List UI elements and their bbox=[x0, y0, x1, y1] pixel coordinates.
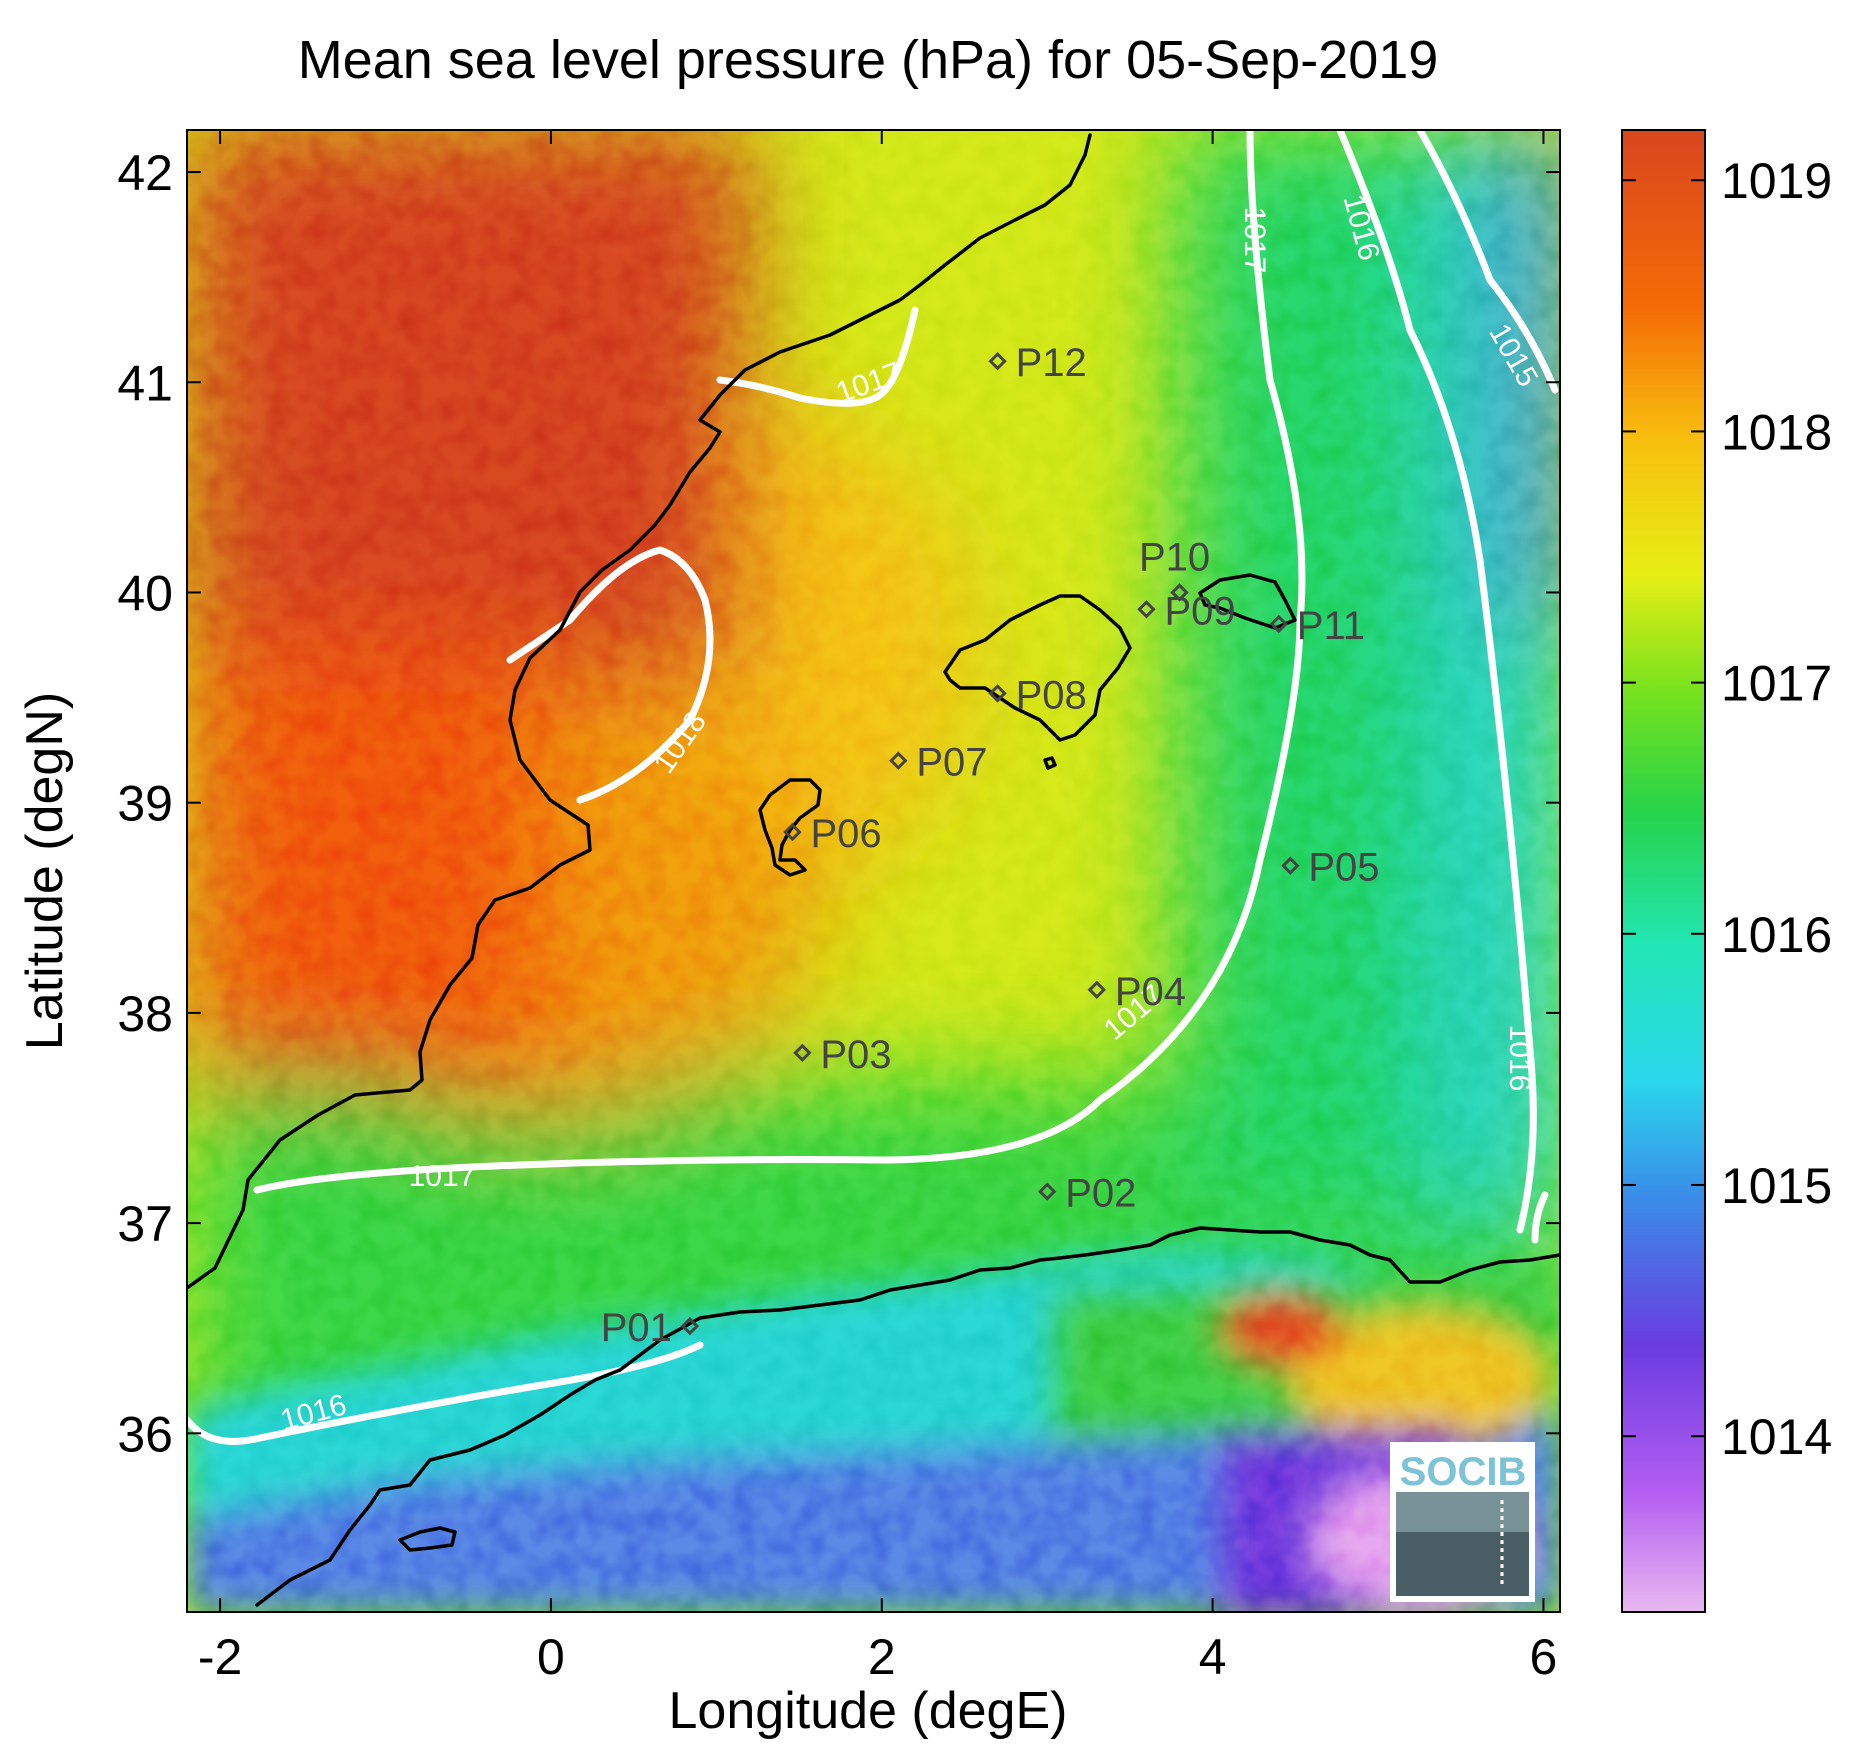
coastline-iberia bbox=[187, 133, 1092, 1290]
y-axis-ticks: 42 41 40 39 38 37 36 bbox=[117, 145, 1560, 1462]
map-frame bbox=[186, 129, 1561, 1613]
isobar-1016-east bbox=[1336, 130, 1537, 1234]
station-marker bbox=[1170, 583, 1189, 602]
map-area: SOCIB bbox=[187, 130, 1560, 1612]
station-marker bbox=[1281, 856, 1300, 875]
isobar-1018 bbox=[506, 546, 714, 804]
coastline-africa bbox=[255, 1226, 1560, 1607]
station-marker bbox=[1269, 614, 1288, 634]
colorbar-tick-label: 1015 bbox=[1721, 1158, 1832, 1214]
station-label: P08 bbox=[1016, 673, 1087, 717]
station-label: P02 bbox=[1065, 1172, 1136, 1216]
x-tick-label: 2 bbox=[868, 1629, 896, 1685]
isobar-1015-east bbox=[1416, 130, 1559, 394]
field-texture bbox=[187, 130, 1560, 1612]
colorbar-tick-label: 1019 bbox=[1721, 153, 1832, 209]
isobar-1017-south bbox=[253, 130, 1306, 1194]
station-label: P06 bbox=[810, 812, 881, 856]
colorbar-gradient bbox=[1621, 129, 1706, 1613]
station-marker bbox=[1038, 1182, 1057, 1201]
station-label: P11 bbox=[1297, 604, 1365, 648]
x-tick-label: 0 bbox=[537, 1629, 565, 1685]
y-tick-label: 42 bbox=[117, 145, 173, 201]
isobar-label-1016-se: 1016 bbox=[1503, 1025, 1536, 1092]
x-axis-ticks: -2 0 2 4 6 bbox=[198, 130, 1558, 1685]
station-marker bbox=[1087, 980, 1107, 999]
station-label: P03 bbox=[820, 1033, 891, 1077]
station-label: P10 bbox=[1139, 535, 1210, 579]
station-marker bbox=[793, 1043, 812, 1063]
station-marker bbox=[988, 684, 1007, 703]
colorbar-tick-label: 1017 bbox=[1721, 656, 1832, 712]
y-tick-label: 40 bbox=[117, 565, 173, 621]
station-marker bbox=[680, 1316, 700, 1336]
y-tick-label: 41 bbox=[117, 355, 173, 411]
isobars bbox=[187, 130, 1559, 1445]
station-label: P05 bbox=[1308, 846, 1379, 890]
isobar-1016-se bbox=[1531, 1191, 1549, 1244]
chart-title: Mean sea level pressure (hPa) for 05-Sep… bbox=[298, 30, 1439, 90]
island-menorca bbox=[1198, 573, 1297, 630]
station-label: P04 bbox=[1115, 970, 1186, 1014]
isobar-1017-north bbox=[716, 306, 919, 407]
isobar-label-1017-v: 1017 bbox=[1238, 207, 1271, 274]
station-label: P12 bbox=[1016, 341, 1087, 385]
isobar-label-1017-s: 1017 bbox=[409, 1160, 476, 1193]
colorbar-ticks: 1019 1018 1017 1016 1015 1014 bbox=[1622, 153, 1832, 1465]
station-label: P07 bbox=[916, 741, 987, 785]
colorbar-tick-label: 1016 bbox=[1721, 907, 1832, 963]
station-label: P01 bbox=[601, 1306, 672, 1350]
colorbar-tick-label: 1014 bbox=[1721, 1409, 1832, 1465]
isobar-1016-south bbox=[187, 1341, 704, 1445]
station-marker bbox=[1137, 600, 1156, 619]
y-axis-label: Latitude (degN) bbox=[16, 692, 74, 1050]
socib-logo: SOCIB bbox=[1390, 1442, 1535, 1602]
island-small-1 bbox=[398, 1526, 457, 1552]
x-tick-label: -2 bbox=[198, 1629, 242, 1685]
x-axis-label: Longitude (degE) bbox=[669, 1682, 1068, 1740]
y-tick-label: 37 bbox=[117, 1196, 173, 1252]
colorbar: 1019 1018 1017 1016 1015 1014 bbox=[1621, 129, 1832, 1613]
colorbar-tick-label: 1018 bbox=[1721, 404, 1832, 460]
y-tick-label: 38 bbox=[117, 986, 173, 1042]
y-tick-label: 36 bbox=[117, 1406, 173, 1462]
island-ibiza bbox=[758, 778, 822, 877]
station-marker bbox=[889, 751, 908, 770]
island-cabrera bbox=[1043, 756, 1057, 770]
logo-text: SOCIB bbox=[1400, 1450, 1527, 1494]
station-marker bbox=[988, 352, 1007, 371]
station-marker bbox=[783, 822, 802, 842]
x-tick-label: 6 bbox=[1530, 1629, 1558, 1685]
x-tick-label: 4 bbox=[1199, 1629, 1227, 1685]
y-tick-label: 39 bbox=[117, 776, 173, 832]
coastlines bbox=[187, 133, 1560, 1607]
